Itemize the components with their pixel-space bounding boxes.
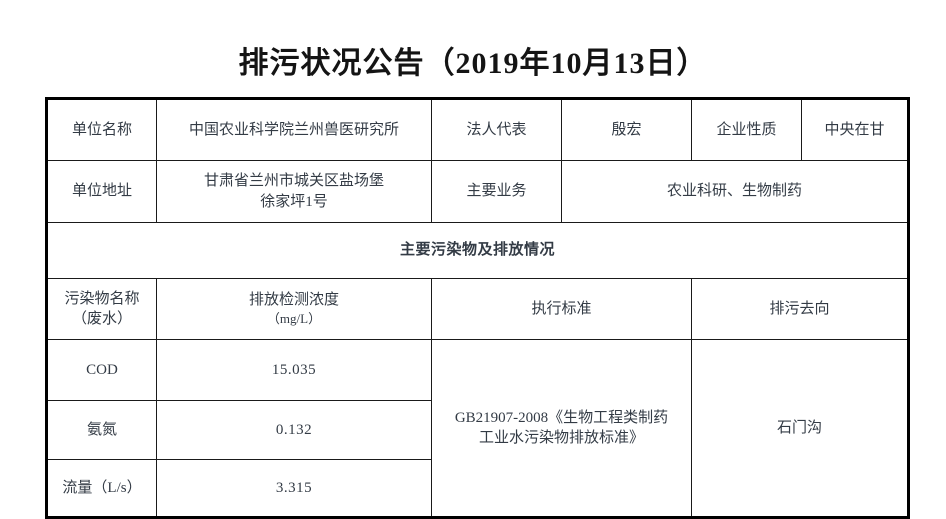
page-title: 排污状况公告（2019年10月13日） (238, 47, 708, 80)
report-table-container: 单位名称 中国农业科学院兰州兽医研究所 法人代表 殷宏 企业性质 中央在甘 单位… (45, 97, 910, 519)
table-row-company-address: 单位地址 甘肃省兰州市城关区盐场堡 徐家坪1号 主要业务 农业科研、生物制药 (46, 160, 909, 223)
header-discharge-destination: 排污去向 (691, 278, 909, 340)
header-concentration-unit: （mg/L） (266, 311, 322, 327)
section-heading: 主要污染物及排放情况 (46, 222, 909, 279)
header-concentration: 排放检测浓度 （mg/L） (156, 278, 432, 340)
company-address-line-2: 徐家坪1号 (260, 193, 328, 210)
document-page: 排污状况公告（2019年10月13日） 单位名称 中国农业科学院兰州兽医研究所 … (45, 47, 910, 519)
table-row-company-name: 单位名称 中国农业科学院兰州兽医研究所 法人代表 殷宏 企业性质 中央在甘 (46, 98, 909, 161)
pollutant-name-flow: 流量（L/s） (46, 459, 157, 518)
label-company-name: 单位名称 (46, 98, 157, 161)
value-company-name: 中国农业科学院兰州兽医研究所 (156, 98, 432, 161)
label-legal-representative: 法人代表 (431, 98, 562, 161)
header-pollutant-name-line-1: 污染物名称 (64, 290, 140, 307)
header-pollutant-name: 污染物名称 （废水） (46, 278, 157, 340)
label-company-address: 单位地址 (46, 160, 157, 223)
header-standard: 执行标准 (431, 278, 692, 340)
label-main-business: 主要业务 (431, 160, 562, 223)
standard-value: GB21907-2008《生物工程类制药 工业水污染物排放标准》 (431, 339, 692, 518)
value-legal-representative: 殷宏 (561, 98, 692, 161)
standard-line-1: GB21907-2008《生物工程类制药 (454, 409, 669, 426)
pollutant-value-cod: 15.035 (156, 339, 432, 401)
company-address-line-1: 甘肃省兰州市城关区盐场堡 (203, 173, 384, 190)
table-row-pollutant-headers: 污染物名称 （废水） 排放检测浓度 （mg/L） 执行标准 排污去向 (46, 278, 909, 340)
value-main-business: 农业科研、生物制药 (561, 160, 909, 223)
pollution-disclosure-table: 单位名称 中国农业科学院兰州兽医研究所 法人代表 殷宏 企业性质 中央在甘 单位… (45, 97, 910, 519)
table-row-pollutant-ammonia: 氨氮 0.132 (46, 400, 909, 460)
header-concentration-line-1: 排放检测浓度 (248, 292, 339, 309)
header-pollutant-name-line-2: （废水） (71, 311, 132, 327)
pollutant-name-ammonia: 氨氮 (46, 400, 157, 460)
table-row-pollutant-cod: COD 15.035 GB21907-2008《生物工程类制药 工业水污染物排放… (46, 339, 909, 518)
pollutant-value-ammonia: 0.132 (156, 400, 432, 460)
value-enterprise-nature: 中央在甘 (801, 98, 909, 161)
discharge-destination-value: 石门沟 (691, 339, 909, 518)
pollutant-name-cod: COD (46, 339, 157, 401)
standard-line-2: 工业水污染物排放标准》 (478, 430, 644, 446)
value-company-address: 甘肃省兰州市城关区盐场堡 徐家坪1号 (156, 160, 432, 223)
pollutant-value-flow: 3.315 (156, 459, 432, 518)
label-enterprise-nature: 企业性质 (691, 98, 802, 161)
table-row-section-heading: 主要污染物及排放情况 (46, 222, 909, 279)
